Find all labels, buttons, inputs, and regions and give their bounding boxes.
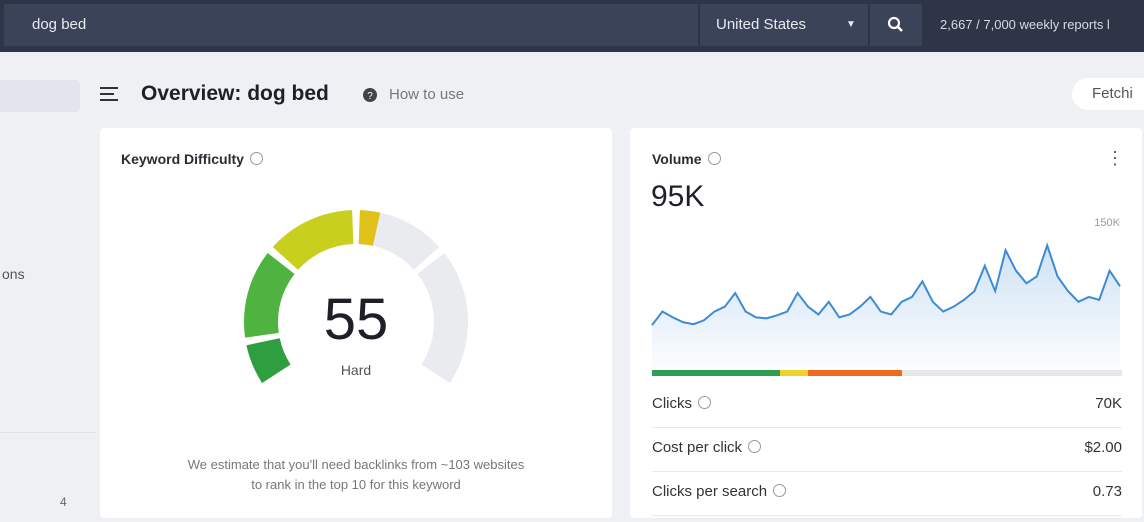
metric-label: Clicks per search (652, 483, 787, 500)
card-title: Keyword Difficulty (121, 151, 263, 167)
metric-name: Clicks (652, 395, 692, 412)
country-select[interactable]: United States ▼ (700, 4, 868, 46)
difficulty-title: Keyword Difficulty (121, 151, 244, 167)
volume-total: 95K (651, 180, 705, 213)
page-title: Overview: dog bed (141, 82, 329, 105)
sidebar-count: 4 (60, 495, 67, 509)
share-bar (808, 370, 902, 376)
help-link[interactable]: How to use (389, 86, 465, 103)
share-bar (780, 370, 808, 376)
difficulty-rating: Hard (340, 362, 372, 378)
gauge (244, 210, 468, 383)
note: to rank in the top 10 for this keyword (251, 477, 461, 492)
metric-label: Clicks (652, 395, 711, 412)
line (651, 242, 1121, 326)
metric-row: Clicks 70K (652, 383, 1122, 428)
difficulty-card (100, 128, 612, 518)
metric-row: Cost per click $2.00 (652, 427, 1122, 472)
area (652, 245, 1120, 368)
note: We estimate that you'll need backlinks f… (187, 457, 525, 472)
divider (0, 432, 96, 433)
search-icon (887, 16, 903, 32)
help-icon: ? (363, 88, 377, 102)
metric-value: $2.00 (1084, 439, 1122, 456)
metric-name: Clicks per search (652, 483, 768, 500)
reports-count: 2,667 / 7,000 weekly reports l (940, 17, 1110, 32)
more-menu[interactable]: ⋮ (1106, 148, 1124, 168)
gauge-fill (358, 210, 381, 246)
fetch-button[interactable]: Fetchi (1072, 78, 1144, 110)
gauge-track (358, 210, 440, 270)
volume-title: Volume (652, 151, 702, 167)
sidebar-label: ons (2, 266, 25, 282)
menu-icon[interactable] (100, 86, 122, 104)
metric-row: Clicks per search 0.73 (652, 471, 1122, 516)
metric-value: 70K (1095, 395, 1122, 412)
svg-text:?: ? (367, 91, 373, 102)
metric-value: 0.73 (1092, 483, 1122, 500)
gauge-fill (244, 253, 295, 338)
share-bar (902, 370, 1122, 376)
search-input[interactable]: dog bed (4, 4, 698, 46)
metric-label: Cost per click (652, 439, 762, 456)
country: United States (716, 16, 807, 33)
dropdown-arrow: ▼ (846, 19, 856, 30)
volume-chart: 150K (651, 217, 1122, 376)
card-title: Volume (652, 151, 721, 167)
gauge-track (417, 253, 468, 383)
share-bar (652, 370, 780, 376)
gauge-fill (272, 210, 354, 270)
difficulty-score: 55 (323, 287, 389, 352)
sidebar-item[interactable] (0, 80, 80, 112)
gauge-fill (246, 338, 291, 383)
metric-name: Cost per click (652, 439, 743, 456)
y-tick-label: 150K (1094, 217, 1120, 229)
search-button[interactable] (870, 4, 922, 46)
